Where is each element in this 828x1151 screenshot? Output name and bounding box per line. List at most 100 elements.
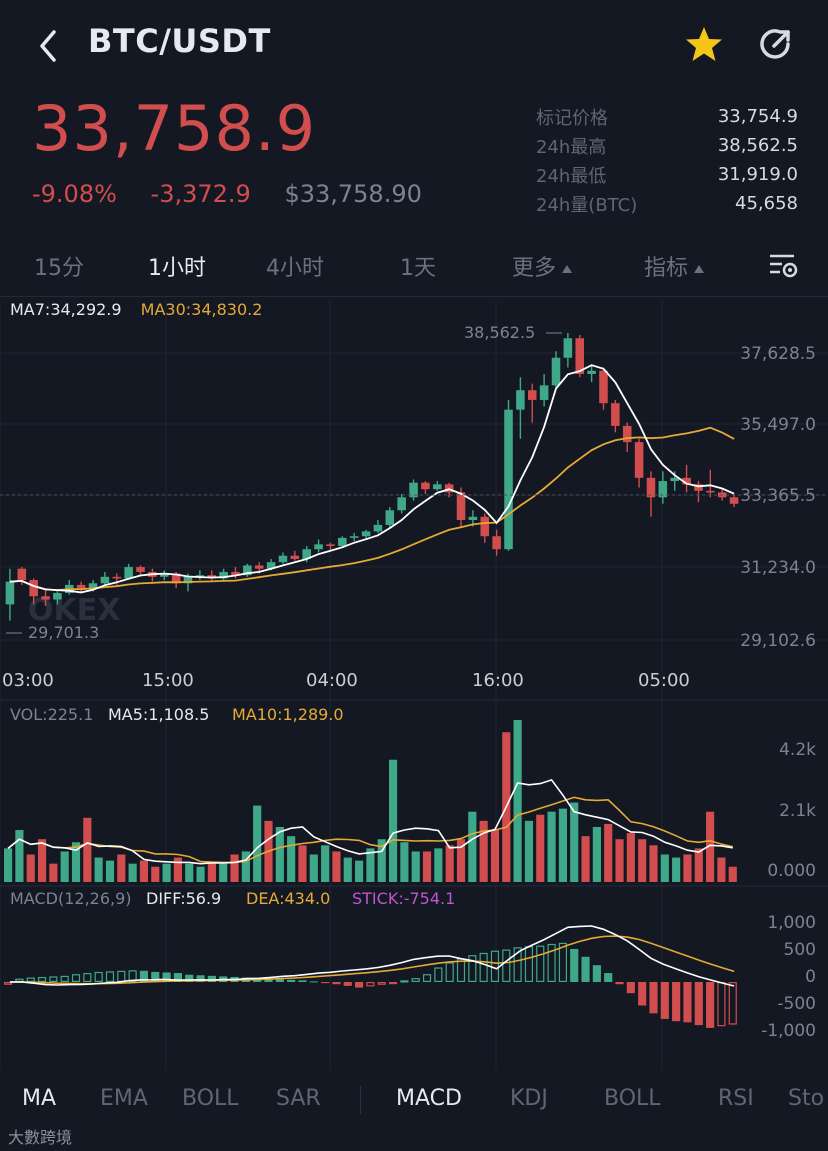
time-axis: 03:00 15:00 04:00 16:00 05:00 (2, 670, 690, 691)
volume-bar (377, 839, 386, 882)
y-tick: 37,628.5 (740, 344, 816, 364)
ma7-label: MA7:34,292.9 (10, 300, 122, 319)
tab-1h[interactable]: 1小时 (148, 256, 206, 281)
macd-bar (94, 971, 103, 983)
indicator-tab-kdj[interactable]: KDJ (510, 1086, 548, 1111)
macd-bar (660, 982, 669, 1019)
stat-value: 33,754.9 (717, 106, 798, 127)
macd-bar (490, 950, 500, 982)
stat-value: 45,658 (735, 193, 798, 214)
macd-bar (37, 976, 47, 982)
candle (100, 576, 110, 584)
candle (694, 484, 703, 491)
macd-bar (162, 972, 171, 982)
macd-bar (139, 970, 149, 982)
macd-bar (298, 980, 307, 982)
macd-bar (15, 978, 24, 982)
candle (219, 571, 228, 579)
candle (124, 567, 133, 579)
indicator-tab-sto[interactable]: Sto (788, 1086, 825, 1111)
tab-indicators[interactable]: 指标 (644, 250, 705, 282)
volume-bar (219, 863, 228, 882)
macd-y-tick: -1,000 (761, 1021, 816, 1041)
macd-bar (377, 981, 386, 985)
x-tick: 03:00 (2, 670, 54, 691)
chart-grid (0, 300, 828, 1070)
volume-bar (309, 854, 318, 882)
volume-bar (570, 802, 579, 882)
star-icon[interactable] (684, 24, 724, 64)
macd-bar (3, 981, 13, 985)
volume-bar (117, 854, 126, 882)
candle (622, 425, 632, 443)
volume-bar (615, 839, 624, 882)
indicator-tab-sar[interactable]: SAR (276, 1086, 321, 1111)
indicator-tab-rsi[interactable]: RSI (718, 1086, 754, 1111)
share-icon[interactable] (756, 24, 796, 64)
candle (539, 385, 549, 400)
usd-price: $33,758.90 (284, 180, 422, 208)
volume-bar (196, 866, 205, 882)
timeframe-tabs: 15分 1小时 4小时 1天 更多 指标 (0, 240, 828, 290)
header: BTC/USDT (0, 0, 828, 90)
stat-label: 24h最高 (536, 136, 607, 158)
candle (112, 576, 122, 579)
volume-bar (343, 857, 352, 882)
stat-label: 标记价格 (536, 107, 608, 129)
last-price: 33,758.9 (32, 92, 317, 165)
candle (611, 403, 620, 426)
macd-bar (536, 945, 545, 983)
macd-bar (366, 981, 375, 987)
footer-watermark: 大數跨境 (8, 1128, 73, 1147)
macd-bar (83, 973, 92, 983)
macd-bar (638, 982, 647, 1006)
macd-bar (570, 948, 579, 982)
indicator-tab-ema[interactable]: EMA (100, 1086, 148, 1111)
chevron-left-icon[interactable] (36, 26, 60, 66)
candle (706, 490, 715, 493)
indicator-tab-macd[interactable]: MACD (396, 1086, 462, 1111)
indicator-tab-ma[interactable]: MA (22, 1086, 57, 1111)
tab-4h[interactable]: 4小时 (266, 256, 324, 281)
volume-bar (513, 720, 522, 882)
candle (682, 477, 691, 485)
candle (5, 581, 15, 605)
macd-bar (615, 982, 624, 985)
macd-bar (49, 976, 58, 983)
triangle-up-icon (694, 265, 705, 273)
chart-area[interactable]: OKEX 38,562.5 29,701.3 37,628.5 35,497.0… (0, 300, 828, 1070)
volume-bar (173, 857, 182, 882)
change-amount: -3,372.9 (150, 180, 251, 208)
tab-15m[interactable]: 15分 (34, 256, 84, 281)
triangle-up-icon (562, 265, 573, 273)
candle (266, 562, 276, 569)
volume-bar (434, 848, 443, 882)
candles (5, 333, 739, 621)
macd-bar (468, 955, 477, 982)
tab-more[interactable]: 更多 (512, 250, 573, 282)
macd-bar (649, 982, 658, 1014)
candle (504, 409, 513, 550)
macd-bar (456, 958, 466, 983)
volume-bar (94, 857, 103, 882)
volume-bar (83, 817, 92, 882)
indicator-tab-boll-sub[interactable]: BOLL (604, 1086, 661, 1111)
macd-bar (683, 982, 692, 1023)
vol-ma5-label: MA5:1,108.5 (108, 705, 209, 724)
candle (88, 583, 98, 589)
macd-bar (332, 982, 341, 985)
candle (385, 510, 395, 525)
stat-label: 24h量(BTC) (536, 194, 638, 216)
macd-bar (60, 975, 69, 983)
stat-24h-low: 24h最低 31,919.0 (536, 160, 798, 189)
macd-bar (524, 946, 534, 983)
stat-24h-high: 24h最高 38,562.5 (536, 131, 798, 160)
candle (729, 497, 739, 504)
macd-bar (513, 947, 522, 983)
chart-settings-icon[interactable] (766, 248, 800, 282)
indicator-tab-boll[interactable]: BOLL (182, 1086, 239, 1111)
tab-1d[interactable]: 1天 (400, 256, 436, 281)
vol-y-tick: 0.000 (767, 861, 816, 881)
candle (290, 555, 300, 559)
divider (360, 1086, 361, 1114)
